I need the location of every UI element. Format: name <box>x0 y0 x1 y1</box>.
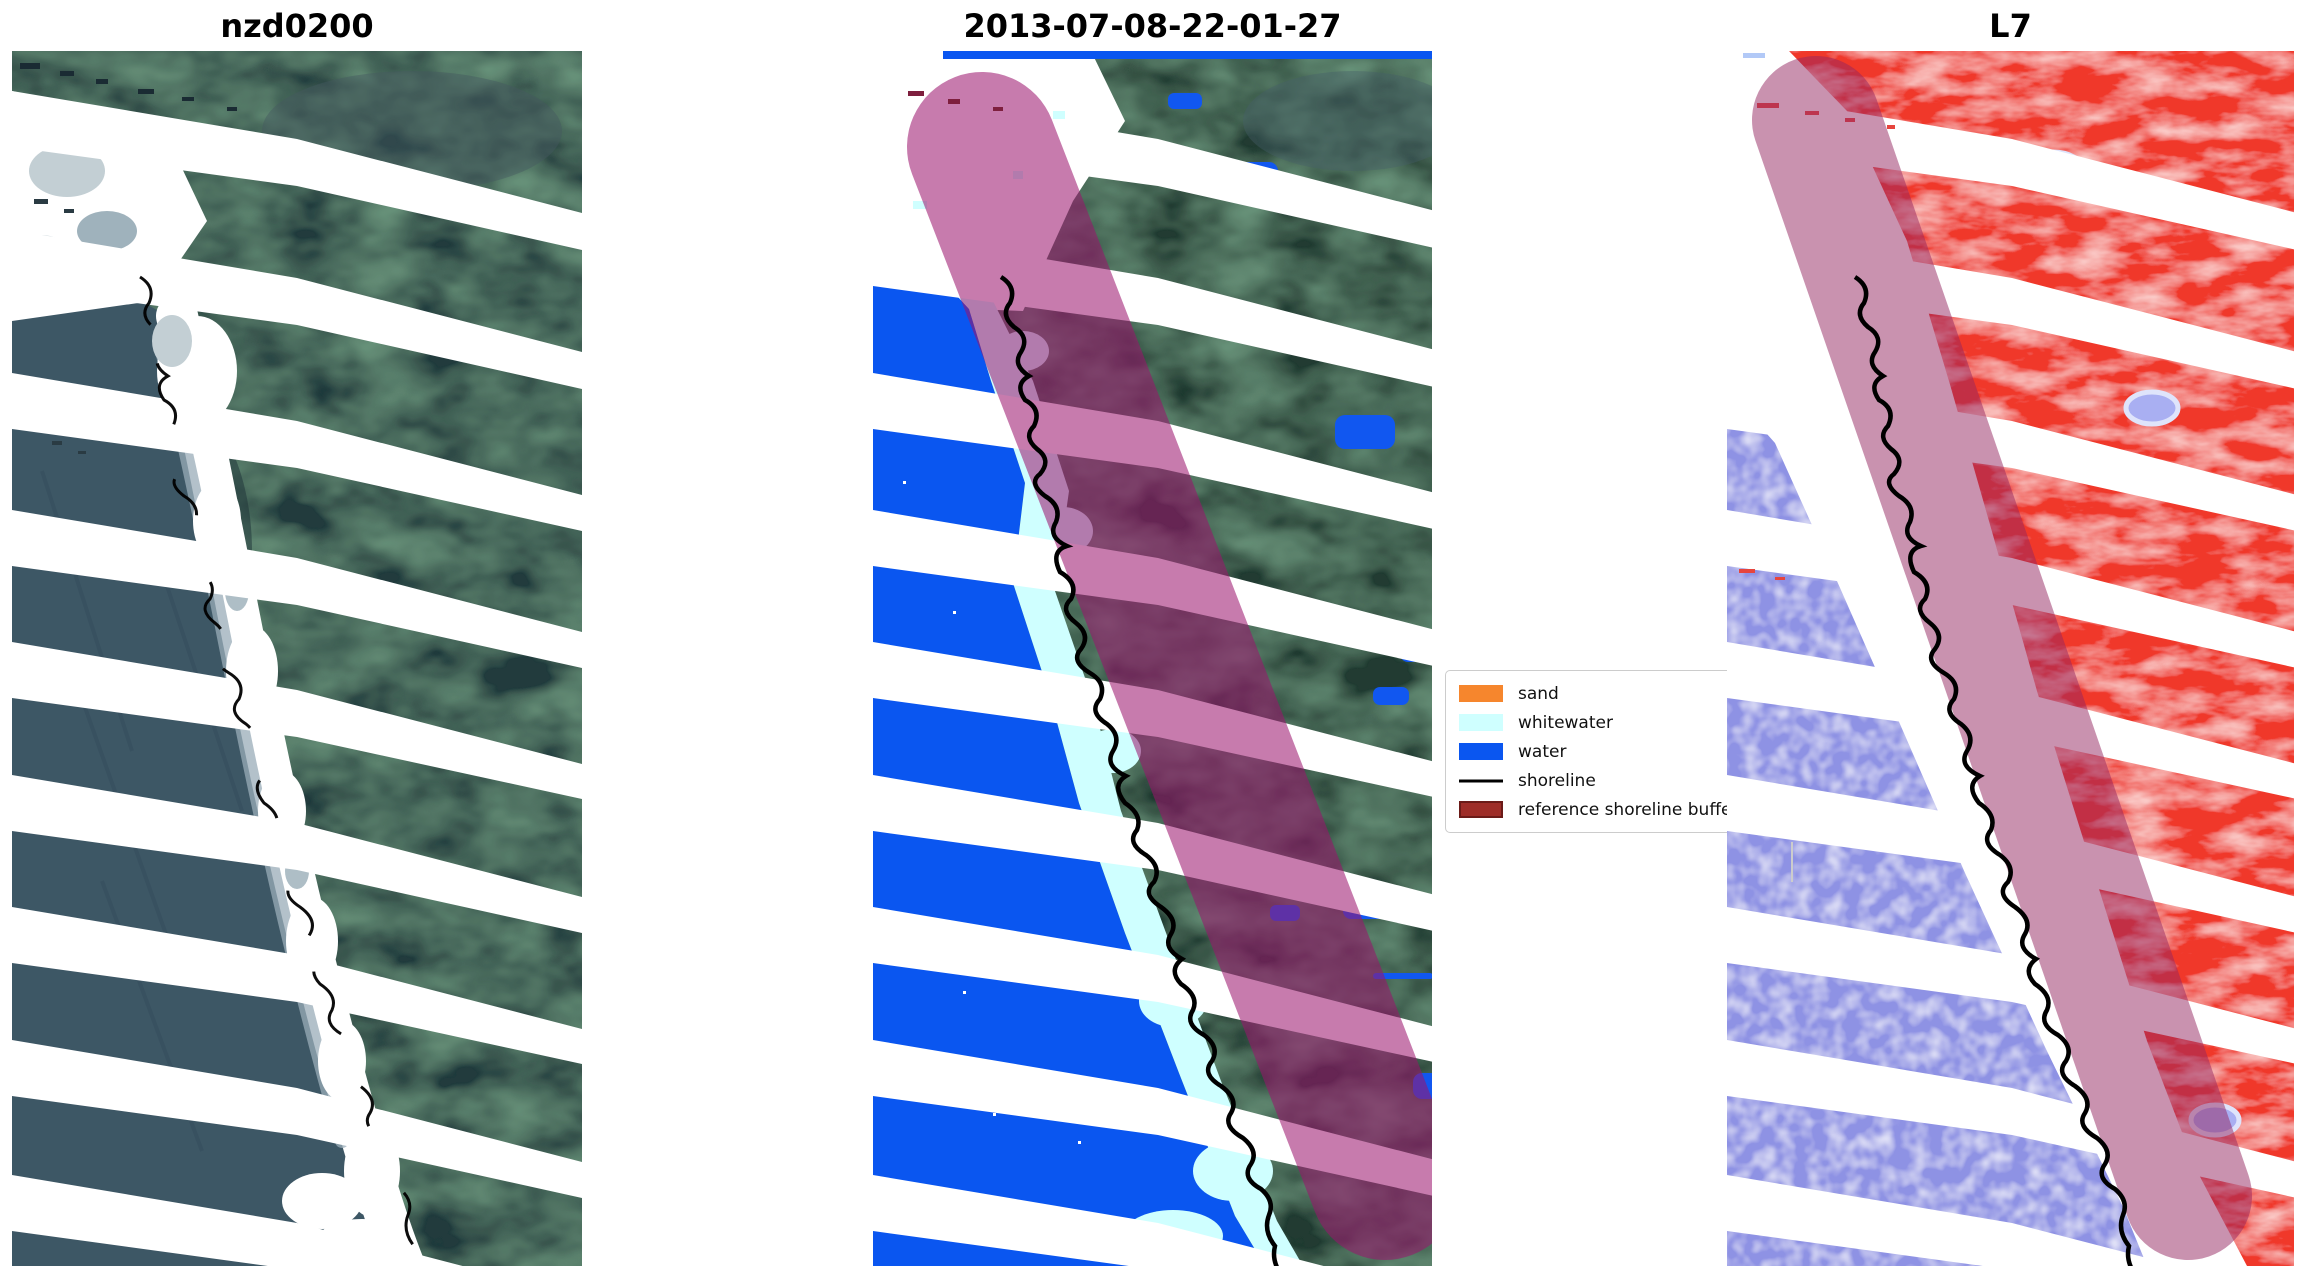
legend-item-whitewater: whitewater <box>1459 708 1792 737</box>
legend-border-through-stripe <box>1791 842 1793 882</box>
panel-title-left: nzd0200 <box>220 7 374 45</box>
whitewater-swatch <box>1459 714 1503 731</box>
panel-rgb-image <box>12 51 582 1266</box>
legend-label-shoreline: shoreline <box>1518 770 1596 791</box>
reference-shoreline-buffer-band <box>907 72 1432 1260</box>
shoreline-line-swatch <box>1459 779 1503 783</box>
legend-item-sand: sand <box>1459 679 1792 708</box>
legend-item-water: water <box>1459 737 1792 766</box>
blue-dash <box>1743 53 1765 58</box>
sand-swatch <box>1459 685 1503 702</box>
legend-label-whitewater: whitewater <box>1518 712 1613 733</box>
water-region <box>873 247 1265 1266</box>
land-light-patch <box>1243 71 1432 171</box>
legend-item-shoreline: shoreline <box>1459 766 1792 795</box>
panel-classified-image <box>873 51 1432 1266</box>
top-water-strip <box>943 51 1432 59</box>
water-swatch <box>1459 743 1503 760</box>
reference-buffer-swatch <box>1459 801 1503 818</box>
panel-title-middle: 2013-07-08-22-01-27 <box>963 7 1342 45</box>
legend-item-reference-buffer: reference shoreline buffer <box>1459 795 1792 824</box>
legend-label-reference-buffer: reference shoreline buffer <box>1518 799 1739 820</box>
panel-index-map <box>1727 51 2294 1266</box>
reference-dashes-dark <box>908 91 1003 111</box>
legend-label-sand: sand <box>1518 683 1559 704</box>
reference-shoreline-buffer-band <box>1752 56 2252 1260</box>
dark-dashes <box>20 63 237 454</box>
panel-title-right: L7 <box>1989 7 2032 45</box>
legend-label-water: water <box>1518 741 1567 762</box>
